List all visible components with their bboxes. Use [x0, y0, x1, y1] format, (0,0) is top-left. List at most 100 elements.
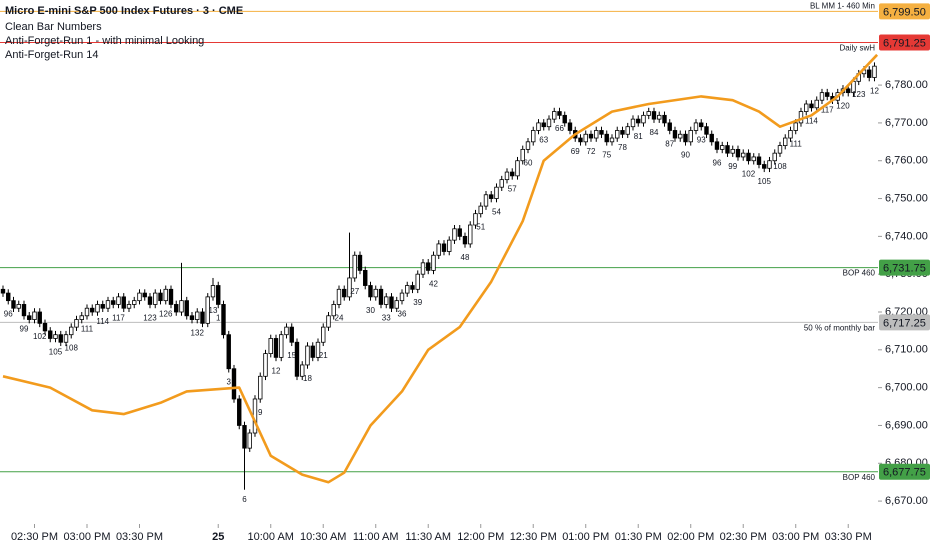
level-name: BL MM 1- 460 Min — [810, 1, 875, 10]
candle-body — [777, 145, 783, 154]
bar-number: 105 — [758, 177, 772, 186]
y-tick-label: 6,690.00 — [885, 419, 928, 431]
candle-body — [462, 235, 468, 245]
y-tick-label: 6,670.00 — [885, 495, 928, 507]
candle-body — [147, 296, 153, 305]
candle-body — [163, 288, 168, 302]
candle-body — [683, 133, 688, 143]
candle-body — [174, 304, 179, 313]
bar-number: 12 — [272, 366, 281, 375]
price-tag — [879, 3, 930, 20]
candle-body — [368, 285, 373, 298]
candle-body — [646, 111, 651, 116]
bar-number: 12 — [870, 86, 879, 95]
candle-body — [189, 315, 195, 320]
candle-body — [399, 292, 405, 302]
bar-number: 102 — [33, 332, 47, 341]
candle-body — [357, 254, 363, 271]
candle-body — [630, 118, 636, 128]
candle-body — [515, 160, 520, 177]
x-tick-label: 01:30 PM — [615, 531, 662, 543]
y-tick-label: 6,750.00 — [885, 192, 928, 204]
x-tick-label: 25 — [212, 531, 224, 543]
candle-body — [21, 304, 27, 317]
y-tick-label: 6,780.00 — [885, 79, 928, 91]
bar-number: 24 — [335, 313, 344, 322]
candle-body — [84, 307, 90, 317]
candle-body — [468, 224, 473, 245]
candle-body — [620, 130, 625, 135]
candle-body — [326, 315, 331, 328]
candle-body — [494, 186, 499, 199]
candle-body — [58, 334, 63, 343]
candle-body — [819, 92, 825, 101]
candle-body — [305, 345, 310, 366]
bar-number: 126 — [159, 310, 173, 319]
candle-body — [0, 288, 6, 294]
candle-body — [588, 133, 594, 139]
bar-number: 63 — [539, 136, 548, 145]
bar-number: 114 — [805, 117, 818, 126]
candle-body — [615, 130, 620, 139]
level-name: BOP 460 — [843, 473, 876, 482]
bar-number: 105 — [49, 347, 63, 356]
candle-body — [342, 288, 347, 298]
bar-number: 111 — [790, 139, 803, 148]
price-tag — [879, 259, 930, 276]
candle-body — [48, 330, 53, 339]
candle-body — [315, 341, 321, 358]
bar-number: 30 — [366, 306, 375, 315]
x-tick-label: 02:30 PM — [11, 531, 58, 543]
candle-body — [525, 141, 531, 150]
bar-number: 117 — [112, 313, 125, 322]
bar-number: 27 — [350, 287, 359, 296]
candle-body — [195, 311, 200, 320]
candle-body — [798, 111, 804, 124]
candle-body — [730, 148, 735, 154]
candle-body — [762, 164, 767, 169]
candle-body — [641, 114, 646, 124]
y-tick-label: 6,700.00 — [885, 382, 928, 394]
candle-body — [321, 326, 326, 343]
candle-body — [546, 118, 552, 128]
bar-number: 96 — [4, 310, 13, 319]
x-tick-label: 11:30 AM — [405, 531, 451, 543]
x-tick-label: 02:30 PM — [720, 531, 767, 543]
candle-body — [6, 292, 11, 302]
level-name: BOP 460 — [843, 269, 876, 278]
candle-body — [510, 171, 515, 177]
candle-body — [205, 296, 210, 324]
bar-number: 84 — [650, 128, 659, 137]
candle-body — [300, 364, 305, 377]
x-tick-label: 11:00 AM — [353, 531, 399, 543]
bar-number: 72 — [587, 147, 596, 156]
candle-body — [384, 296, 389, 305]
candle-body — [567, 122, 573, 131]
candle-body — [415, 273, 420, 290]
level-name: Daily swH — [839, 44, 875, 53]
bar-number: 51 — [476, 223, 485, 232]
candle-body — [352, 254, 357, 279]
candle-body — [478, 205, 483, 215]
candle-body — [111, 300, 116, 305]
candle-body — [825, 92, 830, 97]
bar-number: 13 — [209, 306, 218, 315]
candle-body — [709, 133, 714, 143]
bar-number: 120 — [836, 102, 850, 111]
candle-body — [331, 304, 336, 317]
bar-number: 111 — [81, 325, 94, 334]
candle-body — [667, 122, 672, 131]
candle-body — [289, 326, 294, 343]
bar-number: 48 — [461, 253, 470, 262]
x-tick-label: 01:00 PM — [562, 531, 609, 543]
bar-number: 123 — [143, 313, 157, 322]
price-tag-label: 6,677.75 — [883, 467, 926, 479]
candle-body — [79, 315, 84, 320]
candle-body — [714, 141, 720, 150]
candle-body — [788, 130, 793, 139]
candle-body — [32, 311, 37, 320]
y-tick-label: 6,740.00 — [885, 230, 928, 242]
candle-body — [552, 111, 557, 120]
